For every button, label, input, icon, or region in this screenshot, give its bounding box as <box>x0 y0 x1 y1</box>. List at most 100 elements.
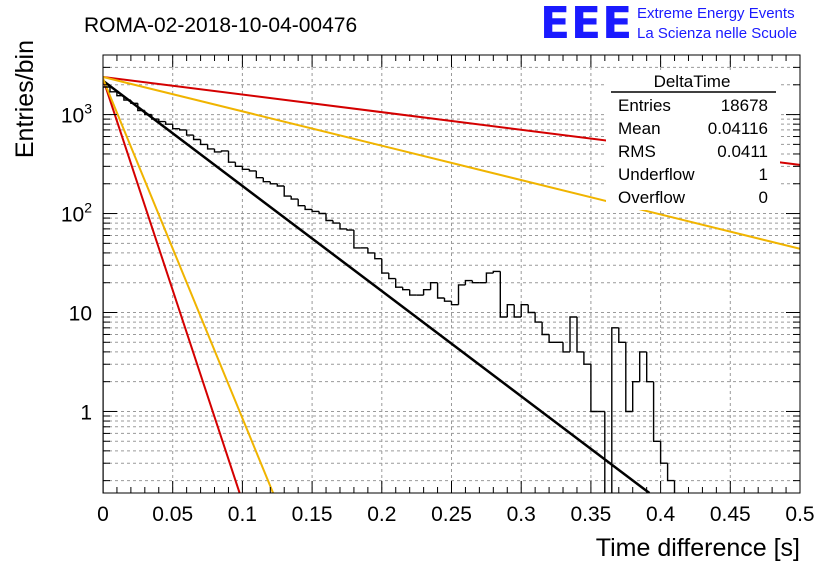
histogram-bin <box>220 150 229 152</box>
logo-letters: EEE <box>540 0 633 49</box>
x-tick-label: 0.4 <box>646 503 676 526</box>
logo: EEE Extreme Energy Events La Scienza nel… <box>540 0 797 49</box>
histogram-bin <box>534 312 543 323</box>
histogram-bin <box>276 183 285 187</box>
axis-ticks <box>102 54 801 493</box>
histogram-bin <box>388 273 396 280</box>
histogram-bin <box>422 289 431 296</box>
histogram-bin <box>206 144 215 150</box>
histogram-bin <box>457 284 466 305</box>
y-axis-title: Entries/bin <box>11 40 39 158</box>
histogram-bin <box>611 327 619 493</box>
histogram-bin <box>485 272 494 283</box>
histogram-bin <box>123 95 131 101</box>
x-tick-label: 0.25 <box>431 503 472 526</box>
plot-series <box>103 76 800 493</box>
histogram-bin <box>332 220 340 224</box>
histogram-bin <box>179 128 187 131</box>
histogram-bin <box>297 199 306 207</box>
x-tick-label: 0.5 <box>785 503 814 526</box>
stats-label-overflow: Overflow <box>618 188 686 207</box>
histogram-bin <box>659 441 668 464</box>
histogram-bin <box>213 148 222 153</box>
histogram-bin <box>520 304 529 317</box>
histogram-bin <box>339 223 347 230</box>
histogram-bin <box>311 209 320 213</box>
histogram-bin <box>144 110 152 116</box>
histogram-bin <box>353 230 361 249</box>
histogram-bin <box>450 301 459 306</box>
histogram-bin <box>652 381 661 442</box>
histogram-bin <box>625 342 633 413</box>
histogram-bin <box>241 166 250 170</box>
y-tick-label: 102 <box>61 200 92 227</box>
stats-value-rms: 0.0411 <box>717 142 768 161</box>
x-axis-title: Time difference [s] <box>596 534 800 562</box>
histogram-bin <box>646 351 654 383</box>
histogram-bin <box>137 103 145 112</box>
histogram-bin <box>269 181 278 185</box>
logo-line-1: Extreme Energy Events <box>637 5 795 22</box>
histogram-bin <box>590 364 598 413</box>
histogram-bin <box>262 177 271 183</box>
histogram-bin <box>402 287 410 291</box>
x-tick-label: 0.1 <box>228 503 257 526</box>
histogram-bin <box>234 162 243 167</box>
histogram-bin <box>666 463 675 482</box>
y-tick-label: 10 <box>69 303 92 326</box>
x-tick-label: 0.05 <box>152 503 193 526</box>
histogram-bin <box>492 270 501 274</box>
histogram-bin <box>395 278 403 288</box>
series-orange-shallow <box>103 76 800 250</box>
histogram-bin <box>325 213 333 222</box>
x-tick-label: 0.2 <box>367 503 396 526</box>
stats-label-entries: Entries <box>618 96 671 115</box>
x-tick-label: 0.3 <box>507 503 536 526</box>
histogram-bin <box>374 252 382 260</box>
histogram-bin <box>506 304 515 317</box>
histogram-bin <box>443 298 452 302</box>
histogram-bin <box>583 351 591 365</box>
histogram-bin <box>604 411 606 493</box>
histogram-bin <box>499 271 508 318</box>
histogram-bin <box>381 258 389 274</box>
stats-label-rms: RMS <box>618 142 656 161</box>
histogram-bin <box>576 317 584 353</box>
histogram-bin <box>548 334 556 343</box>
axis-tick-labels: 0 0.05 0.1 0.15 0.2 0.25 0.3 0.35 0.4 0.45 0.51101… <box>61 101 815 526</box>
histogram-layer <box>103 86 676 493</box>
histogram-bin <box>116 91 124 97</box>
x-tick-label: 0.45 <box>710 503 751 526</box>
histogram-bin <box>346 228 354 231</box>
histogram-bin <box>569 316 577 352</box>
histogram-bin <box>471 280 480 284</box>
histogram-bin <box>409 289 417 296</box>
y-tick-label: 103 <box>61 101 92 128</box>
histogram-bin <box>639 351 647 382</box>
stats-title: DeltaTime <box>654 72 731 91</box>
stats-label-mean: Mean <box>618 119 661 138</box>
histogram-bin <box>562 342 570 353</box>
histogram-bin <box>464 279 473 285</box>
histogram-bin <box>290 196 299 200</box>
histogram-bin <box>103 86 110 493</box>
histogram-bin <box>541 322 550 336</box>
x-tick-label: 0.35 <box>570 503 611 526</box>
histogram-bin <box>151 114 159 120</box>
histogram-bin <box>158 119 166 123</box>
grid <box>103 54 800 493</box>
stats-box-background <box>606 70 780 210</box>
stats-label-underflow: Underflow <box>618 165 695 184</box>
histogram-bin <box>248 169 257 172</box>
histogram-bin <box>192 135 201 141</box>
stats-value-entries: 18678 <box>721 96 768 115</box>
histogram-bin <box>304 205 313 211</box>
stats-value-mean: 0.04116 <box>708 119 768 138</box>
logo-line-2: La Scienza nelle Scuole <box>637 25 797 42</box>
histogram-bin <box>283 186 292 197</box>
x-tick-label: 0.15 <box>292 503 333 526</box>
histogram-bin <box>172 124 180 130</box>
histogram-bin <box>436 282 445 299</box>
series-red-steep <box>103 78 241 493</box>
